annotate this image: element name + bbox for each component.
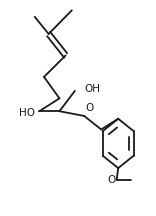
- Text: OH: OH: [84, 84, 100, 94]
- Text: O: O: [86, 103, 94, 113]
- Text: HO: HO: [19, 108, 35, 118]
- Text: O: O: [107, 175, 115, 185]
